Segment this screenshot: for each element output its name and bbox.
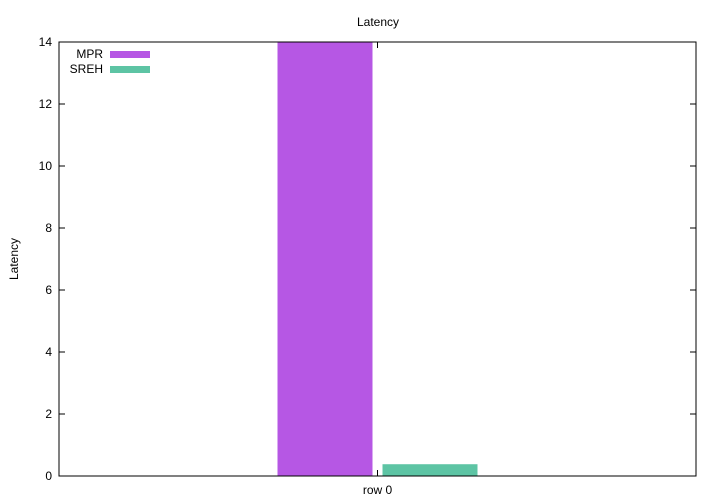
bar-sreh-0 [382, 464, 478, 476]
bars-group [277, 42, 478, 476]
plot-frame [58, 41, 697, 477]
ticks-group: 0 2 4 6 8 10 12 14 row 0 [39, 35, 696, 497]
y-tick-label: 14 [39, 35, 53, 49]
y-tick-label: 10 [39, 159, 53, 173]
x-tick-label: row 0 [363, 483, 393, 497]
bar-mpr-0 [277, 42, 373, 476]
y-tick-label: 0 [45, 469, 52, 483]
y-tick-label: 8 [45, 221, 52, 235]
y-tick-label: 12 [39, 97, 53, 111]
y-tick-label: 4 [45, 345, 52, 359]
chart-title: Latency [357, 15, 399, 29]
legend-swatch-sreh [110, 66, 150, 73]
legend-label-mpr: MPR [76, 47, 103, 61]
legend-label-sreh: SREH [70, 62, 103, 76]
legend-swatch-mpr [110, 51, 150, 58]
y-tick-label: 6 [45, 283, 52, 297]
y-axis-label: Latency [7, 238, 21, 280]
y-tick-label: 2 [45, 407, 52, 421]
